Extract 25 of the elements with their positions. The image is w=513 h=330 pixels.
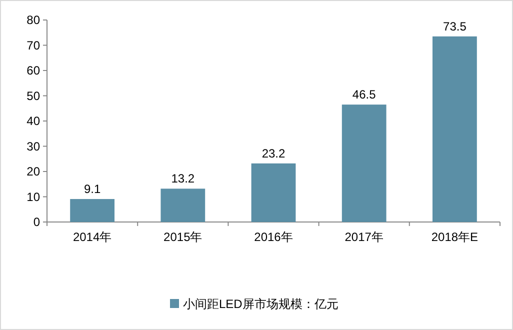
legend-label: 小间距LED屏市场规模：亿元 xyxy=(183,297,338,311)
x-tick-label: 2018年E xyxy=(431,230,478,244)
bar xyxy=(251,163,296,222)
y-tick-label: 80 xyxy=(26,13,40,27)
data-label: 13.2 xyxy=(171,172,195,186)
y-tick-label: 0 xyxy=(33,215,40,229)
bar xyxy=(160,188,206,222)
bar xyxy=(432,36,477,222)
bar xyxy=(342,104,386,222)
data-label: 9.1 xyxy=(84,182,101,196)
x-tick-label: 2014年 xyxy=(72,230,112,244)
y-tick-label: 20 xyxy=(26,164,40,178)
x-tick-label: 2017年 xyxy=(344,230,384,244)
bar xyxy=(70,199,114,222)
data-label: 23.2 xyxy=(262,146,286,160)
data-label: 46.5 xyxy=(352,88,376,102)
y-tick-label: 40 xyxy=(26,114,40,128)
y-tick-label: 10 xyxy=(26,190,40,204)
y-tick-label: 70 xyxy=(26,38,40,52)
y-tick-label: 60 xyxy=(26,64,40,78)
y-tick-label: 30 xyxy=(26,139,40,154)
x-tick-label: 2015年 xyxy=(164,230,202,244)
data-label: 73.5 xyxy=(443,19,467,34)
x-tick-label: 2016年 xyxy=(254,230,293,244)
y-tick-label: 50 xyxy=(26,88,40,103)
